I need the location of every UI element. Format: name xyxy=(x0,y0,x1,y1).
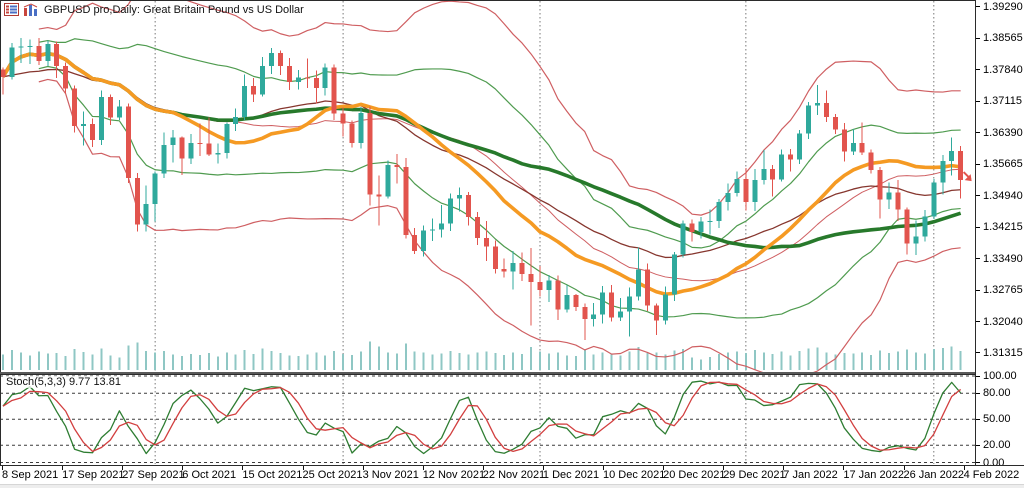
price-tick: 1.37115 xyxy=(976,95,1022,107)
price-tick: 1.37840 xyxy=(976,64,1023,76)
date-label: 25 Oct 2021 xyxy=(302,469,363,481)
date-tick xyxy=(903,466,905,470)
stoch-signal-line xyxy=(2,381,962,453)
date-tick xyxy=(723,466,725,470)
date-tick xyxy=(663,466,665,470)
price-tick: 1.39290 xyxy=(976,1,1023,13)
date-label: 17 Sep 2021 xyxy=(62,469,125,481)
chart-title: GBPUSD pro,Daily: Great Britain Pound vs… xyxy=(44,3,304,16)
date-tick xyxy=(603,466,604,470)
date-tick xyxy=(62,466,64,470)
bollinger-bands-green xyxy=(38,38,961,319)
date-label: 15 Oct 2021 xyxy=(242,469,303,481)
date-label: 20 Dec 2021 xyxy=(663,469,726,481)
date-label: 29 Dec 2021 xyxy=(723,469,786,481)
stoch-tick: 100.00 xyxy=(976,370,1017,382)
candles[interactable] xyxy=(0,38,964,341)
date-tick xyxy=(482,466,484,470)
date-tick xyxy=(302,466,304,470)
date-tick xyxy=(542,466,544,470)
date-label: 17 Jan 2022 xyxy=(843,469,904,481)
stoch-level-lines xyxy=(0,375,975,463)
price-tick: 1.31315 xyxy=(976,347,1023,359)
date-label: 27 Sep 2021 xyxy=(122,469,185,481)
quotes-grid-icon[interactable] xyxy=(4,3,19,16)
window-bottom-edge xyxy=(0,484,1024,488)
stoch-tick: 50.00 xyxy=(976,413,1011,425)
main-price-chart[interactable] xyxy=(0,0,975,372)
last-price-arrow xyxy=(962,171,972,182)
volume-bars xyxy=(2,341,962,370)
date-label: 6 Oct 2021 xyxy=(182,469,237,481)
date-tick xyxy=(843,466,845,470)
chart-title-bar: GBPUSD pro,Daily: Great Britain Pound vs… xyxy=(4,3,304,16)
panel-separator[interactable] xyxy=(0,372,975,374)
date-label: 22 Nov 2021 xyxy=(482,469,546,481)
date-label: 4 Feb 2022 xyxy=(963,469,1020,481)
price-tick: 1.32765 xyxy=(976,284,1023,296)
date-label: 10 Dec 2021 xyxy=(603,469,666,481)
date-tick xyxy=(182,466,184,470)
price-tick: 1.38565 xyxy=(976,32,1023,44)
price-tick: 1.34215 xyxy=(976,221,1023,233)
stochastic-indicator-label: Stoch(5,3,3) 9.77 13.81 xyxy=(4,376,123,388)
stochastic-subwindow[interactable] xyxy=(0,374,975,465)
date-tick xyxy=(422,466,424,470)
price-tick: 1.35665 xyxy=(976,158,1023,170)
date-tick xyxy=(963,466,965,470)
chart-columns-icon[interactable] xyxy=(23,3,38,16)
date-axis[interactable]: 8 Sep 2021 17 Sep 2021 27 Sep 2021 6 Oct 20… xyxy=(0,465,1024,485)
stoch-tick: 80.00 xyxy=(976,387,1011,399)
date-label: 1 Dec 2021 xyxy=(542,469,600,481)
date-label: 26 Jan 2022 xyxy=(903,469,965,481)
date-label: 3 Nov 2021 xyxy=(362,469,419,481)
date-tick xyxy=(2,466,3,470)
date-label: 7 Jan 2022 xyxy=(783,469,838,481)
date-tick xyxy=(783,466,785,470)
date-tick xyxy=(362,466,364,470)
stoch-main-line xyxy=(2,380,962,455)
price-tick: 1.32040 xyxy=(976,316,1023,328)
price-axis[interactable]: 1.39290 1.38565 1.37840 1.37115 1.36390 1.356… xyxy=(975,0,1024,469)
price-tick: 1.34940 xyxy=(976,190,1023,202)
date-label: 12 Nov 2021 xyxy=(422,469,486,481)
ma-fast-orange-line xyxy=(1,51,961,296)
date-tick xyxy=(122,466,124,470)
date-label: 8 Sep 2021 xyxy=(2,469,59,481)
stoch-tick: 20.00 xyxy=(976,439,1011,451)
price-tick: 1.33490 xyxy=(976,253,1023,265)
price-tick: 1.36390 xyxy=(976,127,1023,139)
stoch-month-separators xyxy=(154,375,935,464)
date-tick xyxy=(242,466,244,470)
